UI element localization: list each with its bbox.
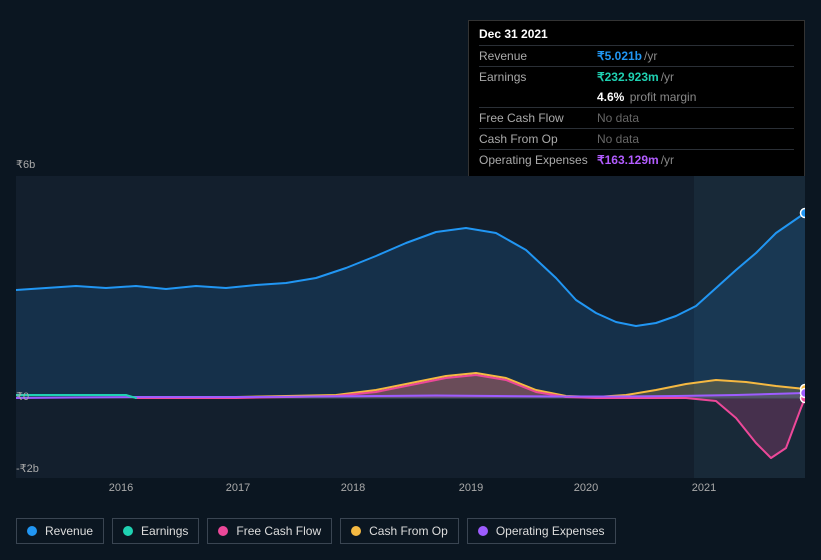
tooltip-row: Cash From OpNo data [479,128,794,149]
legend-swatch [351,526,361,536]
y-axis-label: ₹0 [16,390,29,403]
x-axis-label: 2021 [692,482,716,494]
x-axis-label: 2017 [226,482,250,494]
legend-item[interactable]: Revenue [16,518,104,544]
x-axis-label: 2018 [341,482,365,494]
x-axis-label: 2020 [574,482,598,494]
tooltip-row-value: ₹5.021b/yr [597,49,657,63]
tooltip-row-value: ₹232.923m/yr [597,70,674,84]
tooltip-row: Earnings₹232.923m/yr [479,66,794,87]
legend-label: Cash From Op [369,524,448,538]
tooltip-row-value: No data [597,132,639,146]
legend-label: Revenue [45,524,93,538]
legend-swatch [478,526,488,536]
y-axis-label: -₹2b [16,462,39,475]
tooltip-row: Free Cash FlowNo data [479,107,794,128]
legend-label: Free Cash Flow [236,524,321,538]
tooltip-row-label: Free Cash Flow [479,111,597,125]
tooltip-row-label: Cash From Op [479,132,597,146]
legend-label: Earnings [141,524,188,538]
x-axis-label: 2019 [459,482,483,494]
legend-label: Operating Expenses [496,524,605,538]
tooltip-row: Revenue₹5.021b/yr [479,45,794,66]
line-area-chart[interactable] [16,158,805,478]
tooltip-row-value: No data [597,111,639,125]
tooltip-subrow: 4.6% profit margin [479,87,794,107]
chart-tooltip: Dec 31 2021 Revenue₹5.021b/yrEarnings₹23… [468,20,805,177]
legend-swatch [123,526,133,536]
legend-item[interactable]: Cash From Op [340,518,459,544]
chart-container: ₹6b₹0-₹2b 201620172018201920202021 [16,158,805,478]
tooltip-row-label: Earnings [479,70,597,84]
legend-item[interactable]: Earnings [112,518,199,544]
tooltip-date: Dec 31 2021 [479,27,794,45]
tooltip-rows: Revenue₹5.021b/yrEarnings₹232.923m/yr4.6… [479,45,794,170]
legend-swatch [27,526,37,536]
tooltip-row-label: Revenue [479,49,597,63]
y-axis-label: ₹6b [16,158,35,171]
chart-legend: Revenue Earnings Free Cash Flow Cash From O… [16,518,616,544]
x-axis-label: 2016 [109,482,133,494]
legend-swatch [218,526,228,536]
legend-item[interactable]: Operating Expenses [467,518,616,544]
legend-item[interactable]: Free Cash Flow [207,518,332,544]
